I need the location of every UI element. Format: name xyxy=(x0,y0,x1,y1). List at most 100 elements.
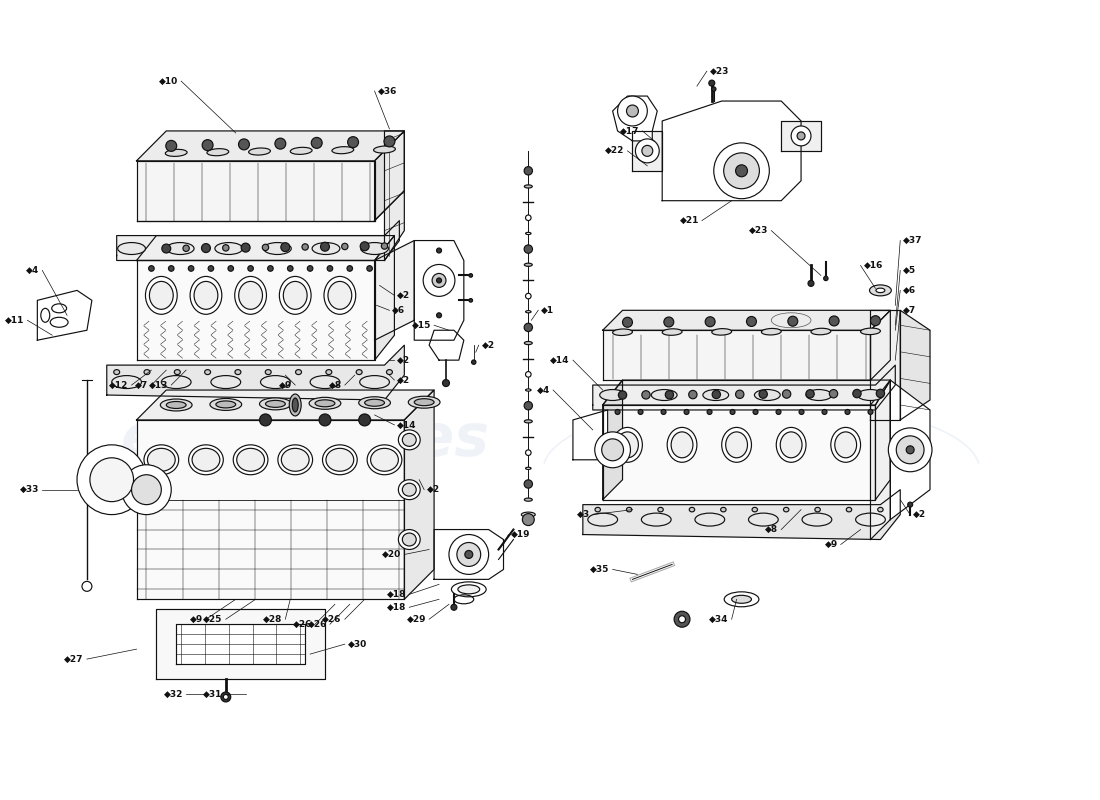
Text: ◆18: ◆18 xyxy=(387,602,406,612)
Circle shape xyxy=(712,390,720,398)
Polygon shape xyxy=(583,490,900,539)
Polygon shape xyxy=(900,310,930,420)
Circle shape xyxy=(382,243,387,250)
Circle shape xyxy=(689,390,697,398)
Ellipse shape xyxy=(145,277,177,314)
Ellipse shape xyxy=(398,430,420,450)
Circle shape xyxy=(908,502,913,507)
Text: ◆26: ◆26 xyxy=(308,620,327,629)
Ellipse shape xyxy=(600,390,626,401)
Circle shape xyxy=(641,390,650,399)
Circle shape xyxy=(714,143,769,198)
Ellipse shape xyxy=(703,390,728,401)
Ellipse shape xyxy=(265,400,285,407)
Ellipse shape xyxy=(249,148,271,155)
Circle shape xyxy=(776,410,781,414)
Ellipse shape xyxy=(190,277,222,314)
Ellipse shape xyxy=(662,329,682,335)
Text: ◆26: ◆26 xyxy=(293,620,312,629)
Ellipse shape xyxy=(526,310,531,313)
Ellipse shape xyxy=(296,370,301,374)
Ellipse shape xyxy=(309,398,341,410)
Ellipse shape xyxy=(144,445,178,474)
Ellipse shape xyxy=(236,448,264,471)
Ellipse shape xyxy=(526,232,531,234)
Ellipse shape xyxy=(260,398,292,410)
Ellipse shape xyxy=(526,389,531,391)
Polygon shape xyxy=(375,235,395,360)
Circle shape xyxy=(348,137,359,148)
Ellipse shape xyxy=(210,398,242,410)
Ellipse shape xyxy=(365,399,385,406)
Circle shape xyxy=(822,410,827,414)
Ellipse shape xyxy=(658,507,663,512)
Ellipse shape xyxy=(113,370,120,374)
Circle shape xyxy=(342,243,348,250)
Ellipse shape xyxy=(312,242,340,254)
Ellipse shape xyxy=(386,370,393,374)
Text: ◆28: ◆28 xyxy=(263,614,283,624)
Circle shape xyxy=(223,694,229,699)
Circle shape xyxy=(239,139,250,150)
Circle shape xyxy=(280,242,289,252)
Circle shape xyxy=(736,390,744,398)
Text: ◆34: ◆34 xyxy=(710,614,728,624)
Ellipse shape xyxy=(415,398,434,406)
Circle shape xyxy=(627,105,638,117)
Text: ◆31: ◆31 xyxy=(204,690,223,698)
Circle shape xyxy=(469,298,473,302)
Circle shape xyxy=(808,281,814,286)
Circle shape xyxy=(222,245,229,251)
Ellipse shape xyxy=(161,399,192,411)
Ellipse shape xyxy=(356,370,362,374)
Ellipse shape xyxy=(712,329,732,335)
Circle shape xyxy=(188,266,194,271)
Ellipse shape xyxy=(174,370,180,374)
Text: ◆14: ◆14 xyxy=(397,421,417,430)
Ellipse shape xyxy=(150,282,173,310)
Circle shape xyxy=(524,402,532,410)
Circle shape xyxy=(661,410,666,414)
Circle shape xyxy=(526,371,531,377)
Ellipse shape xyxy=(668,427,697,462)
Text: ◆36: ◆36 xyxy=(377,86,397,95)
Circle shape xyxy=(241,243,250,252)
Ellipse shape xyxy=(398,480,420,500)
Circle shape xyxy=(319,414,331,426)
Text: ◆9: ◆9 xyxy=(825,540,838,549)
Circle shape xyxy=(449,534,488,574)
Ellipse shape xyxy=(846,507,851,512)
Text: ◆2: ◆2 xyxy=(397,291,410,300)
Circle shape xyxy=(747,317,757,326)
Text: ◆37: ◆37 xyxy=(903,236,923,245)
Circle shape xyxy=(526,450,531,455)
Ellipse shape xyxy=(165,150,187,156)
Circle shape xyxy=(346,266,353,271)
Circle shape xyxy=(524,480,532,488)
Text: ◆23: ◆23 xyxy=(710,66,729,76)
Text: ◆18: ◆18 xyxy=(387,590,406,599)
Circle shape xyxy=(524,323,532,331)
Circle shape xyxy=(522,514,535,526)
Ellipse shape xyxy=(322,445,358,474)
Circle shape xyxy=(311,138,322,148)
Circle shape xyxy=(707,410,712,414)
Circle shape xyxy=(260,414,272,426)
Text: ◆3: ◆3 xyxy=(576,510,590,519)
Ellipse shape xyxy=(289,394,301,416)
Text: ◆30: ◆30 xyxy=(348,640,367,649)
Polygon shape xyxy=(890,380,930,519)
Text: eurospares: eurospares xyxy=(630,449,893,490)
Circle shape xyxy=(526,294,531,299)
Ellipse shape xyxy=(361,242,388,254)
Circle shape xyxy=(320,242,329,251)
Text: eurospares: eurospares xyxy=(121,411,490,468)
Circle shape xyxy=(595,432,630,468)
Circle shape xyxy=(82,582,92,591)
Ellipse shape xyxy=(761,329,781,335)
Polygon shape xyxy=(870,380,890,539)
Ellipse shape xyxy=(359,397,390,409)
Ellipse shape xyxy=(752,507,758,512)
Circle shape xyxy=(437,278,441,283)
Ellipse shape xyxy=(326,370,332,374)
